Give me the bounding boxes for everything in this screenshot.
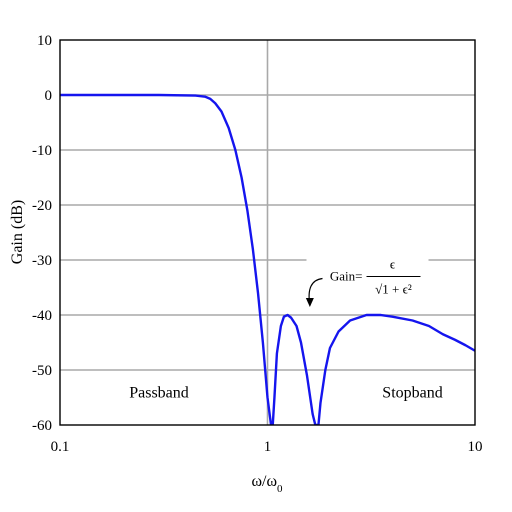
x-axis-title-main: ω/ω [251,473,277,490]
annotation-arrowhead [305,298,314,307]
y-tick-label-0: 10 [37,33,52,49]
gain-annotation: Gain= ϵ √1 + ϵ² [305,252,429,307]
region-labels: Passband Stopband [129,385,443,402]
series-line-0 [60,93,475,425]
y-tick-label-1: 0 [45,88,53,104]
grid [60,40,475,425]
y-axis-title: Gain (dB) [9,200,26,264]
region-label-passband: Passband [129,385,189,402]
y-tick-label-4: -30 [32,253,52,269]
x-tick-labels: 0.1 1 10 [51,439,483,455]
y-tick-label-3: -20 [32,198,52,214]
x-tick-label-2: 10 [468,439,483,455]
x-tick-label-1: 1 [264,439,272,455]
x-axis-title: ω/ω0 [251,473,283,495]
plot-frame [59,39,476,426]
annotation-numerator: ϵ [390,257,395,272]
y-tick-labels: 10 0 -10 -20 -30 -40 -50 -60 [32,33,52,434]
region-label-stopband: Stopband [382,385,442,402]
annotation-denominator: √1 + ϵ² [375,282,412,297]
y-tick-label-6: -50 [32,363,52,379]
annotation-background [306,252,429,299]
annotation-prefix: Gain= [330,269,363,284]
x-tick-label-0: 0.1 [51,439,70,455]
y-tick-label-2: -10 [32,143,52,159]
series-layer [60,93,475,425]
y-tick-label-5: -40 [32,308,52,324]
y-tick-label-7: -60 [32,418,52,434]
x-axis-title-subscript: 0 [277,483,283,495]
